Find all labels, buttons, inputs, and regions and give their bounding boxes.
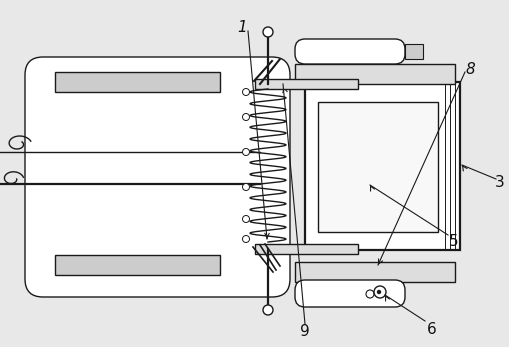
Bar bbox=[318, 102, 437, 232]
Text: 5: 5 bbox=[448, 235, 458, 249]
Bar bbox=[294, 64, 454, 84]
Bar bbox=[254, 244, 357, 254]
Circle shape bbox=[373, 286, 385, 298]
Bar bbox=[254, 79, 357, 89]
Circle shape bbox=[263, 27, 272, 37]
FancyBboxPatch shape bbox=[294, 39, 404, 64]
Circle shape bbox=[242, 149, 249, 155]
Text: 1: 1 bbox=[237, 19, 246, 34]
Bar bbox=[304, 82, 459, 250]
Circle shape bbox=[263, 305, 272, 315]
Circle shape bbox=[377, 290, 380, 294]
Text: 3: 3 bbox=[494, 175, 504, 189]
Text: 9: 9 bbox=[299, 324, 309, 339]
Bar bbox=[55, 255, 219, 275]
Bar bbox=[55, 72, 219, 92]
FancyBboxPatch shape bbox=[25, 57, 290, 297]
Circle shape bbox=[242, 215, 249, 222]
FancyBboxPatch shape bbox=[294, 280, 404, 307]
Text: 6: 6 bbox=[427, 322, 436, 337]
Bar bbox=[404, 44, 422, 59]
Circle shape bbox=[365, 290, 373, 298]
Text: 8: 8 bbox=[464, 61, 474, 76]
Circle shape bbox=[242, 88, 249, 95]
Circle shape bbox=[242, 236, 249, 243]
Circle shape bbox=[242, 184, 249, 191]
Circle shape bbox=[242, 113, 249, 120]
Bar bbox=[294, 262, 454, 282]
